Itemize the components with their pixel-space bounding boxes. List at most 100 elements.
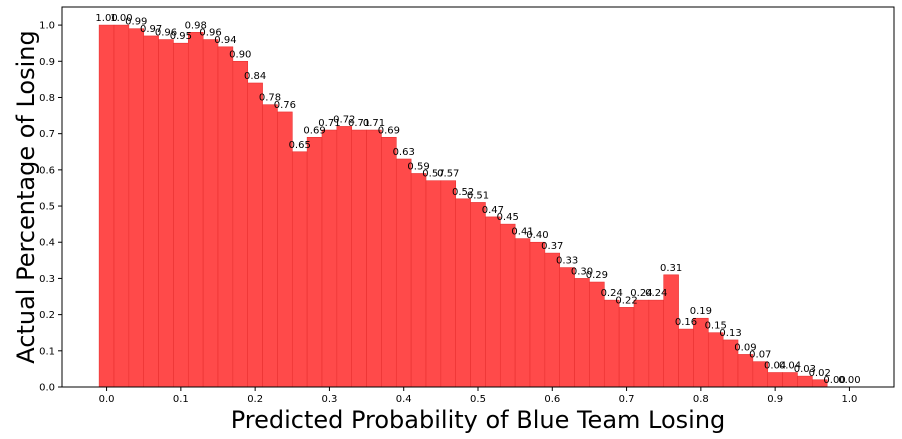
x-axis-ticks: 0.0 0.1 0.2 0.3 0.4 0.5 0.6 0.7 0.8 0.9 1.0 — [99, 387, 857, 405]
y-axis-ticks: 0.0 0.1 0.2 0.3 0.4 0.5 0.6 0.7 0.8 0.9 1.0 — [39, 21, 62, 394]
bar-value-label: 1.00 — [95, 13, 117, 24]
bar-value-label: 0.97 — [140, 24, 162, 35]
x-tick-label: 0.7 — [619, 394, 635, 405]
x-tick-label: 0.4 — [396, 394, 412, 405]
x-tick-label: 0.9 — [767, 394, 783, 405]
bar-labels-group: 1.001.000.990.970.960.950.980.960.940.90… — [95, 13, 860, 386]
bar-value-label: 0.71 — [363, 118, 385, 129]
bar-value-label: 0.69 — [378, 125, 400, 136]
bar-value-label: 0.94 — [214, 35, 236, 46]
bar-value-label: 0.90 — [229, 49, 251, 60]
bar — [410, 173, 427, 388]
bar-value-label: 0.24 — [601, 288, 623, 299]
x-tick-label: 0.3 — [321, 394, 337, 405]
bar-value-label: 0.71 — [318, 118, 340, 129]
bar-value-label: 0.57 — [422, 169, 444, 180]
bar-value-label: 0.63 — [393, 147, 415, 158]
bar — [544, 252, 561, 388]
bar — [336, 126, 353, 388]
bar-value-label: 0.57 — [437, 169, 459, 180]
y-tick-label: 0.6 — [39, 165, 55, 176]
bar-value-label: 0.98 — [185, 20, 207, 31]
bar-value-label: 0.00 — [838, 375, 860, 386]
bar — [603, 299, 620, 388]
bar — [574, 278, 590, 388]
bar-value-label: 0.72 — [333, 114, 355, 125]
bar — [143, 35, 159, 388]
x-tick-label: 1.0 — [841, 394, 857, 405]
y-tick-label: 0.7 — [39, 129, 55, 140]
bar — [559, 267, 575, 388]
bar — [247, 82, 263, 388]
bar-value-label: 0.16 — [675, 317, 697, 328]
y-tick-label: 0.1 — [39, 346, 55, 357]
bar-value-label: 0.04 — [779, 361, 801, 372]
bar — [351, 129, 367, 388]
bar-value-label: 0.96 — [155, 28, 177, 39]
bar — [217, 46, 234, 388]
bar-value-label: 0.71 — [348, 118, 370, 129]
bar-value-label: 0.22 — [615, 295, 637, 306]
bar — [485, 216, 501, 388]
bar-value-label: 0.69 — [303, 125, 325, 136]
bar — [321, 129, 338, 388]
x-tick-label: 0.0 — [99, 394, 115, 405]
bar-value-label: 0.19 — [690, 306, 712, 317]
bar-value-label: 0.45 — [497, 212, 519, 223]
bar — [113, 24, 130, 388]
x-tick-label: 0.5 — [470, 394, 486, 405]
bar — [678, 328, 694, 388]
bar — [381, 136, 397, 388]
bar-value-label: 1.00 — [110, 13, 132, 24]
y-tick-label: 0.4 — [39, 238, 55, 249]
bar-value-label: 0.47 — [482, 205, 504, 216]
bar — [499, 223, 516, 388]
y-tick-label: 0.5 — [39, 202, 55, 213]
bar-value-label: 0.76 — [274, 100, 296, 111]
bar — [455, 198, 471, 388]
bar — [470, 202, 486, 388]
bar-value-label: 0.41 — [511, 227, 533, 238]
bar-value-label: 0.07 — [749, 350, 771, 361]
y-axis-title: Actual Percentage of Losing — [12, 30, 40, 363]
x-tick-label: 0.8 — [693, 394, 709, 405]
bar — [767, 372, 783, 388]
bar — [648, 299, 665, 388]
bar-value-label: 0.52 — [452, 187, 474, 198]
bar-value-label: 0.09 — [734, 342, 756, 353]
bar-value-label: 0.04 — [764, 361, 786, 372]
bar-value-label: 0.40 — [526, 230, 548, 241]
y-tick-label: 0.0 — [39, 383, 55, 394]
bar-value-label: 0.03 — [794, 364, 816, 375]
bar-value-label: 0.33 — [556, 256, 578, 267]
bar — [440, 180, 457, 388]
bar-value-label: 0.59 — [407, 161, 429, 172]
bar-value-label: 0.37 — [541, 241, 563, 252]
bar-value-label: 0.15 — [705, 321, 727, 332]
bar-value-label: 0.51 — [467, 190, 489, 201]
x-axis-title: Predicted Probability of Blue Team Losin… — [231, 406, 726, 434]
bar-value-label: 0.99 — [125, 17, 147, 28]
bar — [187, 32, 204, 388]
bar — [425, 180, 442, 388]
y-tick-label: 0.2 — [39, 310, 55, 321]
x-tick-label: 0.6 — [544, 394, 560, 405]
bar-value-label: 0.95 — [170, 31, 192, 42]
bar — [291, 151, 308, 388]
bar — [173, 42, 189, 388]
x-tick-label: 0.1 — [173, 394, 189, 405]
y-tick-label: 1.0 — [39, 21, 55, 32]
bar — [98, 24, 115, 388]
bar — [158, 39, 174, 388]
bar — [514, 238, 531, 388]
bar — [262, 104, 278, 388]
bar — [395, 158, 412, 388]
bar — [128, 28, 145, 388]
bar-value-label: 0.65 — [289, 140, 311, 151]
bar-value-label: 0.02 — [809, 368, 831, 379]
y-tick-label: 0.8 — [39, 93, 55, 104]
bar-value-label: 0.24 — [630, 288, 652, 299]
bar-value-label: 0.84 — [244, 71, 266, 82]
y-tick-label: 0.9 — [39, 57, 55, 68]
y-tick-label: 0.3 — [39, 274, 55, 285]
